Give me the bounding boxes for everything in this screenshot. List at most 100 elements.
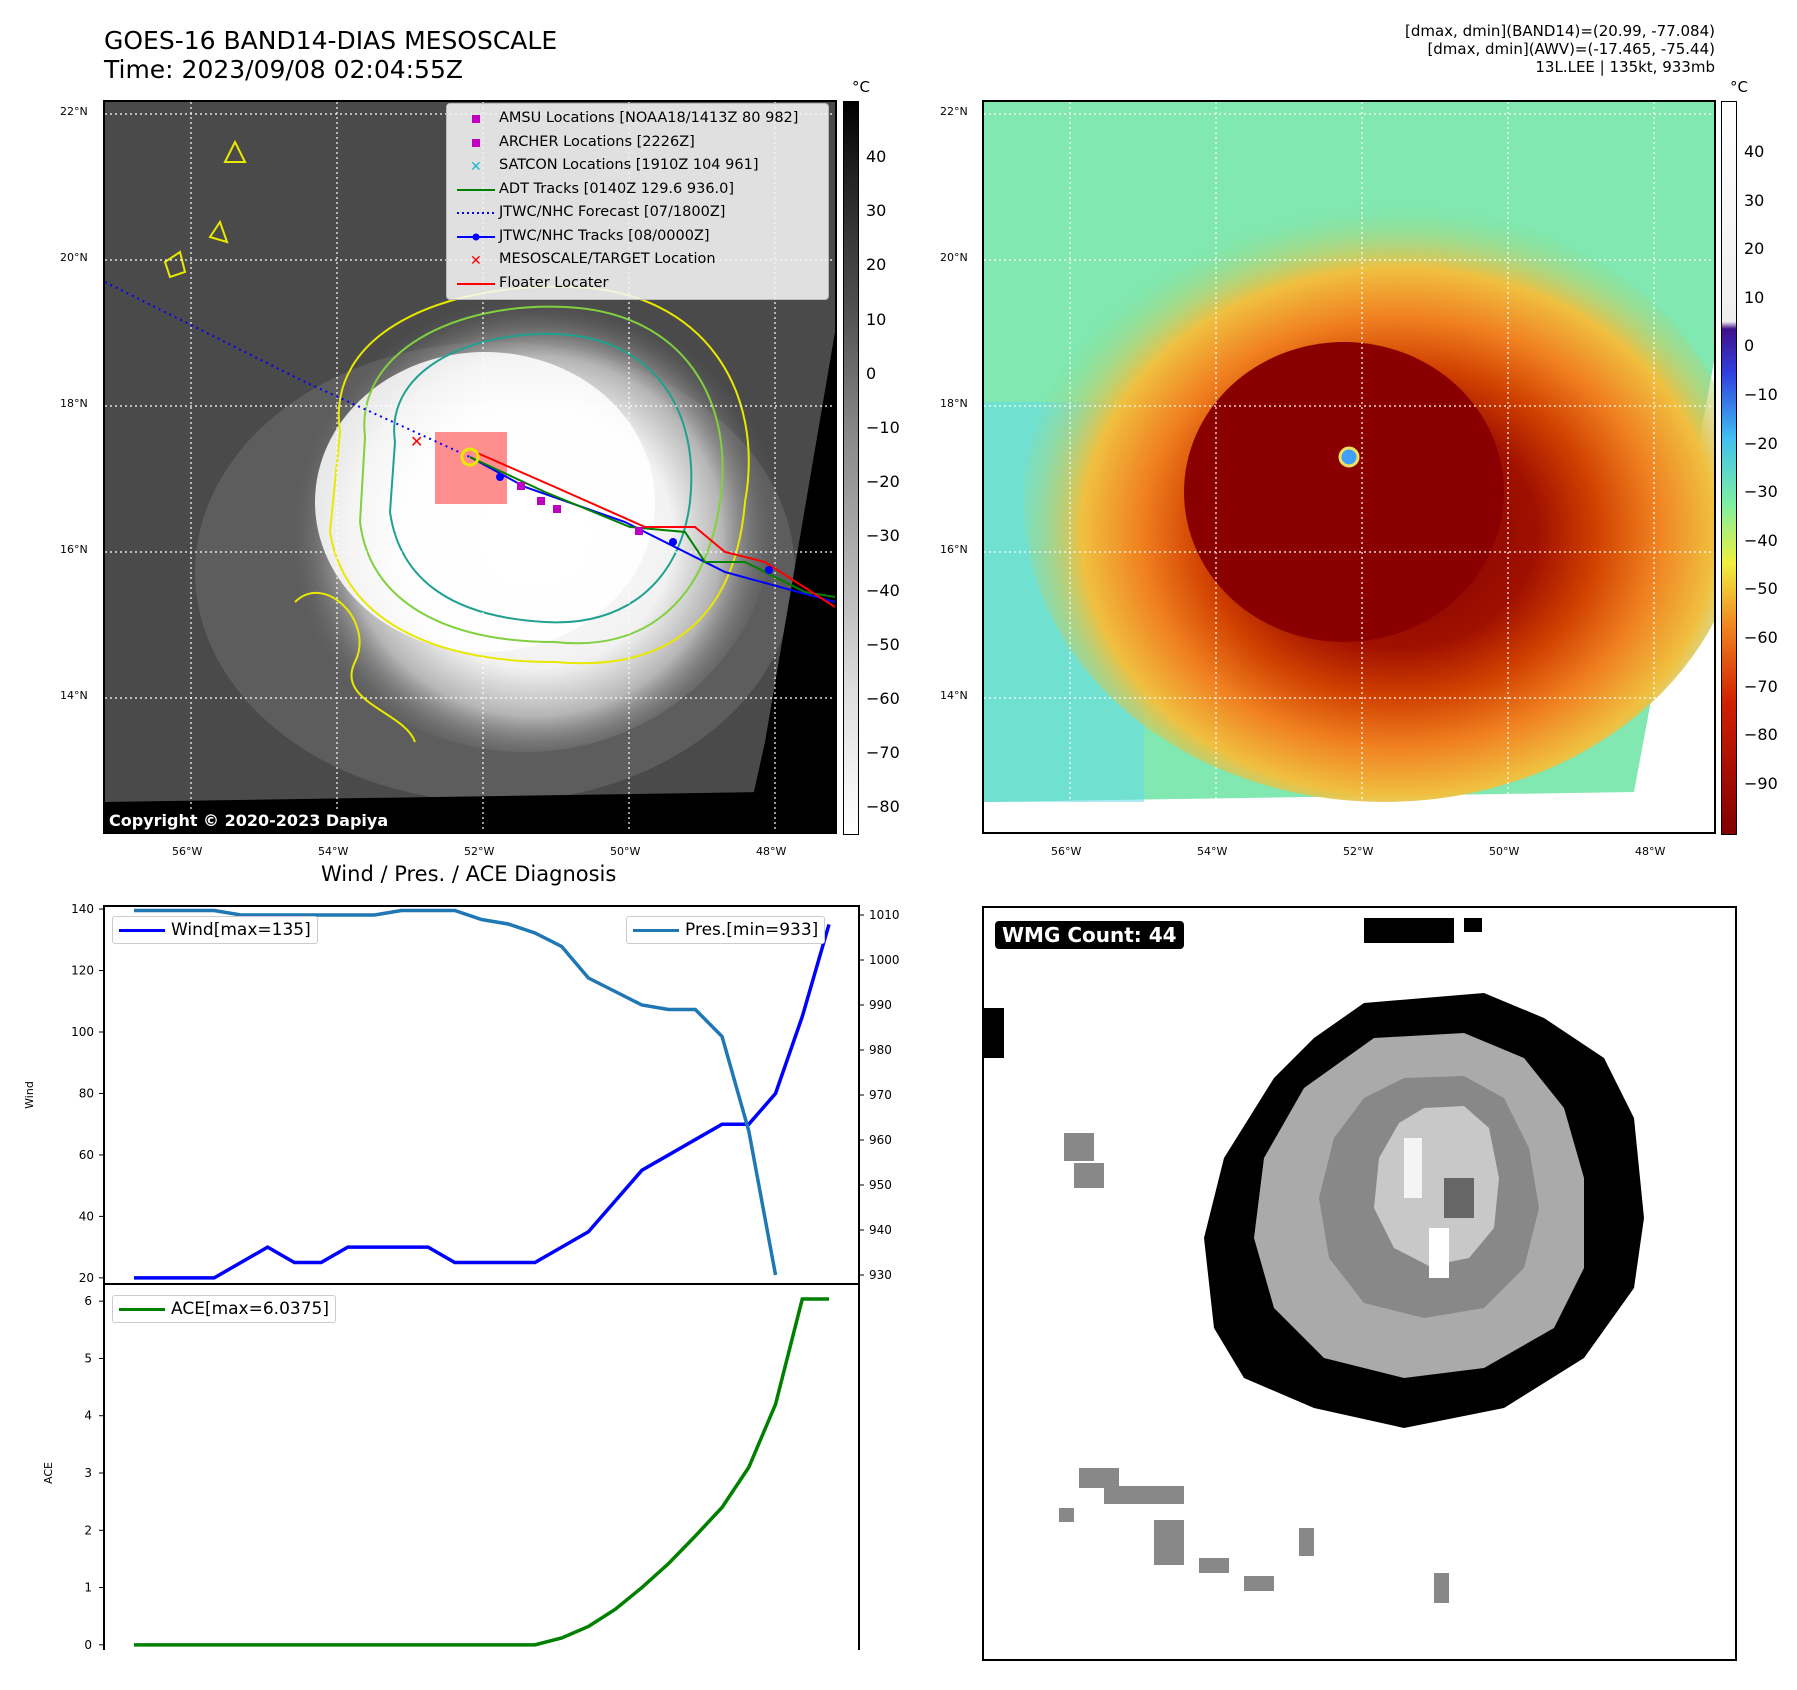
- wmg-image: [984, 918, 1644, 1603]
- legend-item: ARCHER Locations [2226Z]: [447, 132, 828, 154]
- colorbar-tick-label: −50: [1744, 579, 1778, 599]
- wind-axis-label: Wind: [23, 1081, 36, 1109]
- lat-label: 14°N: [940, 689, 968, 702]
- lat-label: 14°N: [60, 689, 88, 702]
- wind-ytick-label: 80: [79, 1086, 94, 1100]
- ace-ytick-label: 6: [84, 1294, 92, 1308]
- colorbar-tick-label: 30: [866, 201, 887, 221]
- color-ir-panel: [982, 100, 1716, 834]
- colorbar-tick-label: −40: [1744, 530, 1778, 550]
- wind-ytick-label: 40: [79, 1209, 94, 1223]
- colorbar-tick-label: −60: [1744, 628, 1778, 647]
- colorbar-tick-label: −50: [866, 634, 900, 654]
- pressure-ytick-label: 1000: [869, 953, 900, 967]
- colorbar-tick-label: −20: [866, 472, 900, 492]
- lon-label: 50°W: [1489, 845, 1520, 858]
- wind-plot-frame: [103, 905, 860, 1285]
- colorbar-tick-label: −70: [866, 743, 900, 763]
- colorbar-left-unit: °C: [852, 78, 870, 96]
- colorbar-tick-label: −80: [866, 797, 900, 817]
- legend-item: ADT Tracks [0140Z 129.6 936.0]: [447, 179, 828, 201]
- legend-symbol: [453, 179, 499, 201]
- wind-legend: Wind[max=135]: [112, 916, 318, 944]
- lat-label: 18°N: [940, 397, 968, 410]
- pressure-ytick-label: 970: [869, 1088, 892, 1102]
- lat-label: 20°N: [60, 251, 88, 264]
- lon-label: 52°W: [464, 845, 495, 858]
- lat-label: 22°N: [940, 105, 968, 118]
- ace-ytick-label: 2: [84, 1523, 92, 1537]
- colorbar-tick-label: −40: [866, 580, 900, 600]
- copyright-label: Copyright © 2020-2023 Dapiya: [105, 809, 393, 832]
- lon-label: 56°W: [172, 845, 203, 858]
- lat-label: 16°N: [940, 543, 968, 556]
- colorbar-tick-label: −80: [1744, 725, 1778, 745]
- colorbar-tick-label: 20: [1744, 239, 1765, 259]
- title-line-1: GOES-16 BAND14-DIAS MESOSCALE: [104, 26, 558, 55]
- colorbar-tick-label: 10: [866, 309, 887, 329]
- wind-legend-label: Wind[max=135]: [171, 920, 311, 940]
- lon-label: 48°W: [756, 845, 787, 858]
- colorbar-tick-label: 40: [866, 147, 887, 166]
- colorbar-tick-label: −10: [1744, 385, 1778, 404]
- lon-label: 56°W: [1051, 845, 1082, 858]
- ace-axis-label: ACE: [42, 1462, 55, 1484]
- color-ir-image: [984, 102, 1714, 832]
- legend-label: JTWC/NHC Forecast [07/1800Z]: [499, 204, 726, 220]
- svg-text:✕: ✕: [470, 159, 482, 175]
- lon-label: 50°W: [610, 845, 641, 858]
- lon-label: 54°W: [318, 845, 349, 858]
- ace-ytick-label: 5: [84, 1351, 92, 1365]
- colorbar-right-unit: °C: [1730, 78, 1748, 96]
- legend-symbol: [453, 226, 499, 248]
- wmg-panel: [982, 906, 1737, 1661]
- stats-line-1: [dmax, dmin](BAND14)=(20.99, -77.084): [1404, 22, 1715, 40]
- legend-label: Floater Locater: [499, 274, 609, 291]
- colorbar-tick-label: 0: [1744, 336, 1755, 356]
- ace-plot-frame: [103, 1283, 860, 1650]
- lat-label: 20°N: [940, 251, 968, 264]
- legend-symbol: ✕: [453, 249, 499, 271]
- lon-label: 48°W: [1635, 845, 1666, 858]
- legend-item: ✕ SATCON Locations [1910Z 104 961]: [447, 155, 828, 177]
- wmg-count-badge: WMG Count: 44: [995, 921, 1184, 949]
- pressure-ytick-label: 950: [869, 1178, 892, 1192]
- floater-box: [435, 432, 507, 504]
- ace-ytick-label: 4: [84, 1409, 92, 1423]
- map-legend: AMSU Locations [NOAA18/1413Z 80 982] ARCH…: [446, 103, 829, 300]
- ace-legend-label: ACE[max=6.0375]: [171, 1299, 329, 1319]
- wind-line: [134, 923, 831, 1280]
- colorbar-tick-label: −10: [866, 418, 900, 437]
- lat-label: 22°N: [60, 105, 88, 118]
- ace-ytick-label: 1: [84, 1581, 92, 1595]
- legend-item: JTWC/NHC Tracks [08/0000Z]: [447, 226, 828, 248]
- wind-pressure-chart: 2040608010012014093094095096097098099010…: [23, 902, 900, 1650]
- title-line-2: Time: 2023/09/08 02:04:55Z: [104, 55, 463, 84]
- colorbar-tick-label: −60: [866, 689, 900, 708]
- colorbar-tick-label: −70: [1744, 676, 1778, 696]
- legend-symbol: [453, 132, 499, 154]
- stats-header: [dmax, dmin](BAND14)=(20.99, -77.084) [d…: [1405, 22, 1715, 76]
- pressure-ytick-label: 930: [869, 1268, 892, 1282]
- pressure-legend-label: Pres.[min=933]: [685, 920, 819, 940]
- colorbar-tick-label: −30: [1744, 482, 1778, 502]
- legend-item: Floater Locater: [447, 273, 828, 295]
- pressure-ytick-label: 940: [869, 1223, 892, 1237]
- stats-line-2: [dmax, dmin](AWV)=(-17.465, -75.44): [1427, 40, 1715, 58]
- legend-symbol: [453, 273, 499, 295]
- ace-line: [134, 1297, 829, 1647]
- diagnosis-title: Wind / Pres. / ACE Diagnosis: [321, 862, 617, 886]
- pressure-ytick-label: 980: [869, 1043, 892, 1057]
- legend-label: ADT Tracks [0140Z 129.6 936.0]: [499, 180, 735, 197]
- svg-text:✕: ✕: [470, 253, 482, 269]
- pressure-ytick-label: 990: [869, 998, 892, 1012]
- wind-ytick-label: 140: [71, 902, 94, 916]
- ace-legend: ACE[max=6.0375]: [112, 1295, 336, 1323]
- lat-label: 16°N: [60, 543, 88, 556]
- wind-ytick-label: 120: [71, 964, 94, 978]
- pressure-ytick-label: 960: [869, 1133, 892, 1147]
- colorbar-tick-label: 20: [866, 255, 887, 275]
- legend-symbol: [453, 202, 499, 224]
- colorbar-tick-label: 40: [1744, 142, 1765, 161]
- legend-symbol: ✕: [453, 155, 499, 177]
